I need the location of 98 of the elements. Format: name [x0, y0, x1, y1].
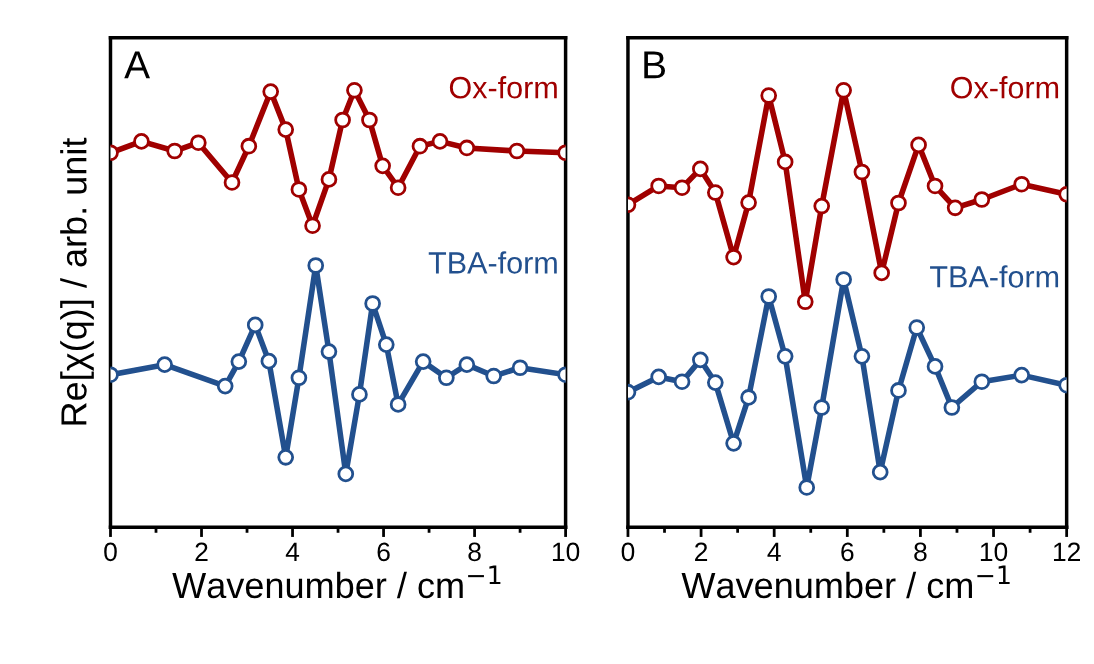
point: [374, 157, 391, 175]
point: [414, 353, 432, 370]
point: [853, 348, 871, 365]
point: [706, 184, 724, 201]
point: [692, 160, 709, 178]
point: [813, 399, 831, 416]
point: [853, 163, 871, 181]
x-tick-label: 2: [695, 542, 708, 561]
x-tick-label: 0: [621, 542, 635, 562]
point: [438, 369, 455, 387]
point: [798, 479, 816, 496]
point: [776, 153, 794, 171]
point: [508, 142, 526, 160]
x-tick-label: 8: [914, 542, 927, 562]
point: [346, 81, 363, 99]
x-tick-label: 8: [468, 542, 481, 562]
point: [740, 194, 757, 211]
x-tick-label: 2: [195, 542, 208, 561]
point: [725, 434, 742, 452]
point: [943, 399, 961, 416]
point: [706, 374, 724, 391]
point: [458, 356, 476, 374]
point: [485, 367, 503, 385]
point: [216, 377, 234, 395]
point: [1013, 175, 1031, 193]
series-label: Ox-form: [951, 76, 1059, 99]
x-tick-label: 4: [285, 542, 300, 561]
point: [304, 217, 321, 235]
point: [673, 373, 691, 391]
point: [223, 174, 241, 191]
point: [692, 351, 709, 369]
chart-title: B: [644, 51, 665, 79]
point: [946, 199, 964, 217]
point: [290, 181, 308, 198]
point: [334, 111, 351, 129]
point: [320, 171, 338, 188]
point: [973, 373, 991, 391]
point: [290, 369, 308, 387]
point: [725, 248, 742, 266]
point: [260, 352, 278, 370]
point: [760, 87, 778, 104]
x-tick-label: 6: [377, 542, 390, 562]
point: [973, 191, 991, 208]
point: [458, 139, 476, 157]
x-tick-label: 10: [980, 542, 1008, 562]
point: [910, 136, 927, 154]
point: [776, 348, 794, 365]
point: [926, 358, 944, 375]
point: [673, 179, 691, 197]
point: [511, 359, 529, 377]
point: [650, 368, 667, 386]
point: [835, 81, 852, 99]
point: [307, 257, 325, 274]
point: [740, 389, 757, 406]
x-tick-label: 10: [552, 542, 580, 562]
y-axis-title: Re[χ(q)] / arb. unit: [60, 137, 94, 425]
point: [389, 179, 407, 197]
point: [796, 293, 814, 311]
point: [364, 295, 381, 312]
point: [908, 319, 926, 336]
x-tick-label: 12: [1053, 542, 1080, 561]
point: [351, 386, 368, 403]
point: [277, 448, 295, 466]
point: [361, 111, 378, 129]
point: [871, 463, 889, 481]
point: [411, 137, 429, 155]
point: [166, 142, 183, 160]
series-label: TBA-form: [930, 265, 1059, 288]
series-label: TBA-form: [428, 251, 557, 274]
point: [133, 133, 150, 150]
point: [873, 264, 890, 282]
point: [813, 197, 831, 215]
x-tick-label: 0: [104, 542, 117, 562]
point: [337, 465, 355, 483]
point: [650, 177, 667, 195]
point: [431, 133, 449, 150]
chart-title: A: [124, 51, 151, 79]
point: [189, 134, 207, 152]
point: [389, 396, 407, 413]
x-tick-label: 4: [767, 542, 781, 561]
series-label: Ox-form: [449, 76, 557, 99]
point: [377, 336, 395, 353]
point: [156, 356, 173, 374]
point: [835, 271, 852, 288]
point: [262, 83, 280, 100]
point: [1013, 366, 1031, 384]
x-tick-label: 6: [841, 542, 854, 562]
x-axis-title: Wavenumber / cm$^{−1}$: [681, 565, 1010, 599]
point: [240, 137, 258, 155]
point: [277, 121, 295, 138]
point: [890, 194, 907, 212]
point: [246, 316, 264, 334]
point: [926, 177, 944, 195]
point: [320, 343, 338, 360]
point: [760, 288, 778, 305]
point: [230, 353, 248, 370]
x-axis-title: Wavenumber / cm$^{−1}$: [172, 565, 501, 599]
point: [890, 382, 907, 399]
